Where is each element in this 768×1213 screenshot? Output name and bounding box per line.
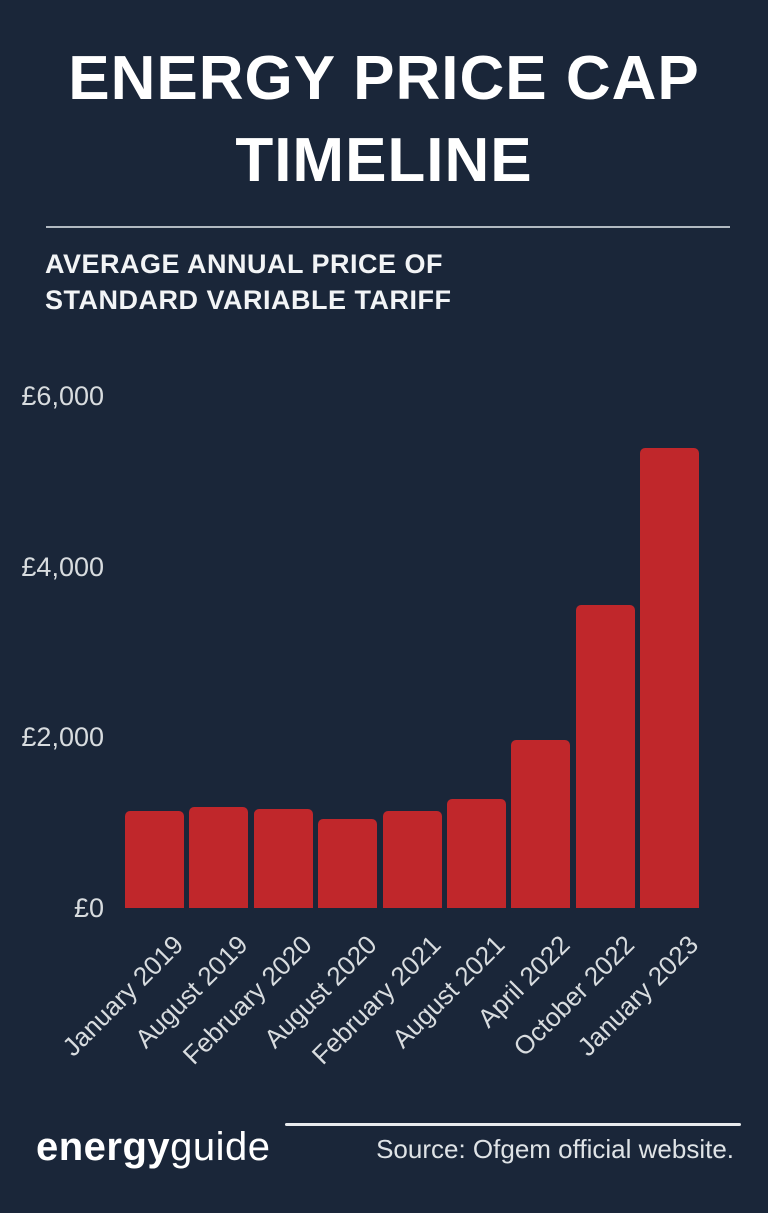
title-line-2: TIMELINE [235, 126, 533, 195]
y-tick-label: £4,000 [21, 551, 104, 582]
subtitle-line-2: STANDARD VARIABLE TARIFF [45, 285, 452, 315]
bar-january-2019 [125, 810, 184, 908]
logo-guide: guide [170, 1125, 271, 1169]
subtitle-line-1: AVERAGE ANNUAL PRICE OF [45, 249, 444, 279]
footer-divider [285, 1123, 741, 1126]
bar-february-2021 [382, 810, 442, 908]
energyguide-logo: energyguide [36, 1122, 271, 1172]
bar-august-2021 [447, 799, 506, 908]
y-tick-label: £0 [73, 893, 104, 923]
header-divider [46, 226, 730, 228]
source-text: Source: Ofgem official website. [376, 1134, 734, 1164]
bar-april-2022 [511, 739, 571, 908]
page-title: ENERGY PRICE CAP TIMELINE [0, 38, 768, 202]
bar-february-2020 [253, 808, 313, 908]
bar-august-2020 [318, 819, 378, 908]
y-tick-label: £6,000 [21, 380, 104, 411]
y-tick-label: £2,000 [21, 722, 104, 753]
chart-subtitle: AVERAGE ANNUAL PRICE OF STANDARD VARIABL… [45, 246, 451, 318]
title-line-1: ENERGY PRICE CAP [68, 44, 700, 113]
logo-energy: energy [36, 1125, 171, 1169]
bar-october-2022 [575, 605, 635, 908]
bar-august-2019 [189, 807, 249, 908]
bar-january-2023 [640, 448, 700, 908]
